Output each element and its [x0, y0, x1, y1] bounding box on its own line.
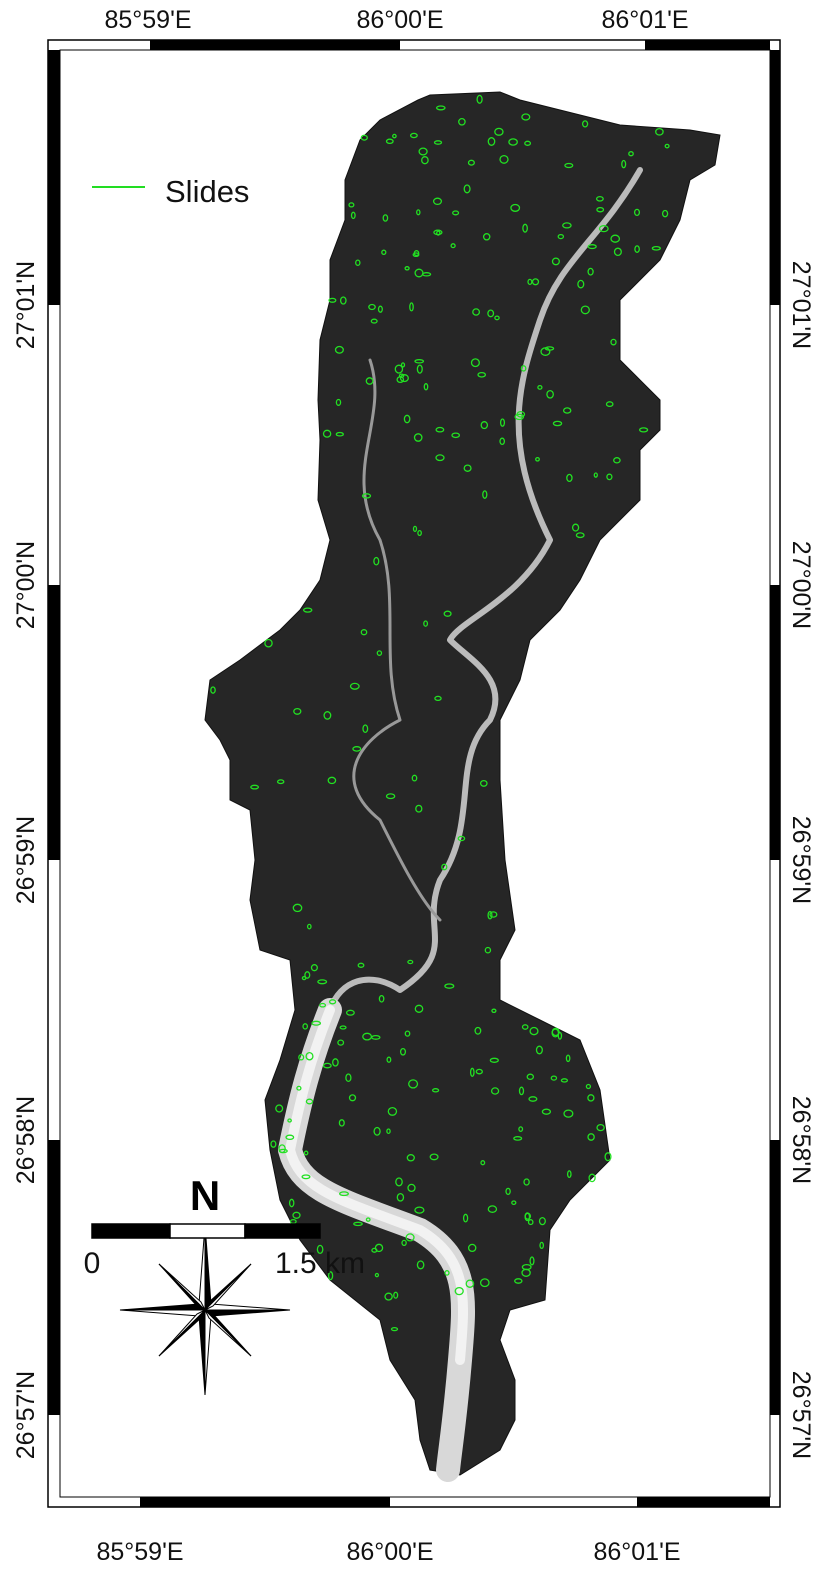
- north-label: N: [190, 1172, 220, 1219]
- top-coord-label: 86°01'E: [601, 6, 688, 34]
- map-figure: Slides N 0 1.5 km 85°59'E 86°00'E 86°01'E 8…: [0, 0, 827, 1572]
- top-coord-label: 86°00'E: [356, 6, 443, 34]
- bottom-coord-label: 86°00'E: [346, 1538, 433, 1566]
- bottom-coord-label: 85°59'E: [96, 1538, 183, 1566]
- right-coord-label: 26°59'N: [787, 816, 815, 904]
- top-coord-label: 85°59'E: [104, 6, 191, 34]
- bottom-coord-label: 86°01'E: [593, 1538, 680, 1566]
- left-coord-label: 26°59'N: [12, 816, 40, 904]
- left-coord-label: 26°58'N: [12, 1096, 40, 1184]
- left-coord-label: 27°00'N: [12, 541, 40, 629]
- left-coord-label: 27°01'N: [12, 261, 40, 349]
- right-coord-label: 27°01'N: [787, 261, 815, 349]
- scale-end: 1.5 km: [275, 1247, 365, 1280]
- legend-label: Slides: [165, 174, 249, 209]
- right-coord-label: 26°58'N: [787, 1096, 815, 1184]
- scale-start: 0: [84, 1247, 101, 1280]
- right-coord-label: 26°57'N: [787, 1371, 815, 1459]
- left-coord-label: 26°57'N: [12, 1371, 40, 1459]
- right-coord-label: 27°00'N: [787, 541, 815, 629]
- scale-bar: [92, 1224, 320, 1238]
